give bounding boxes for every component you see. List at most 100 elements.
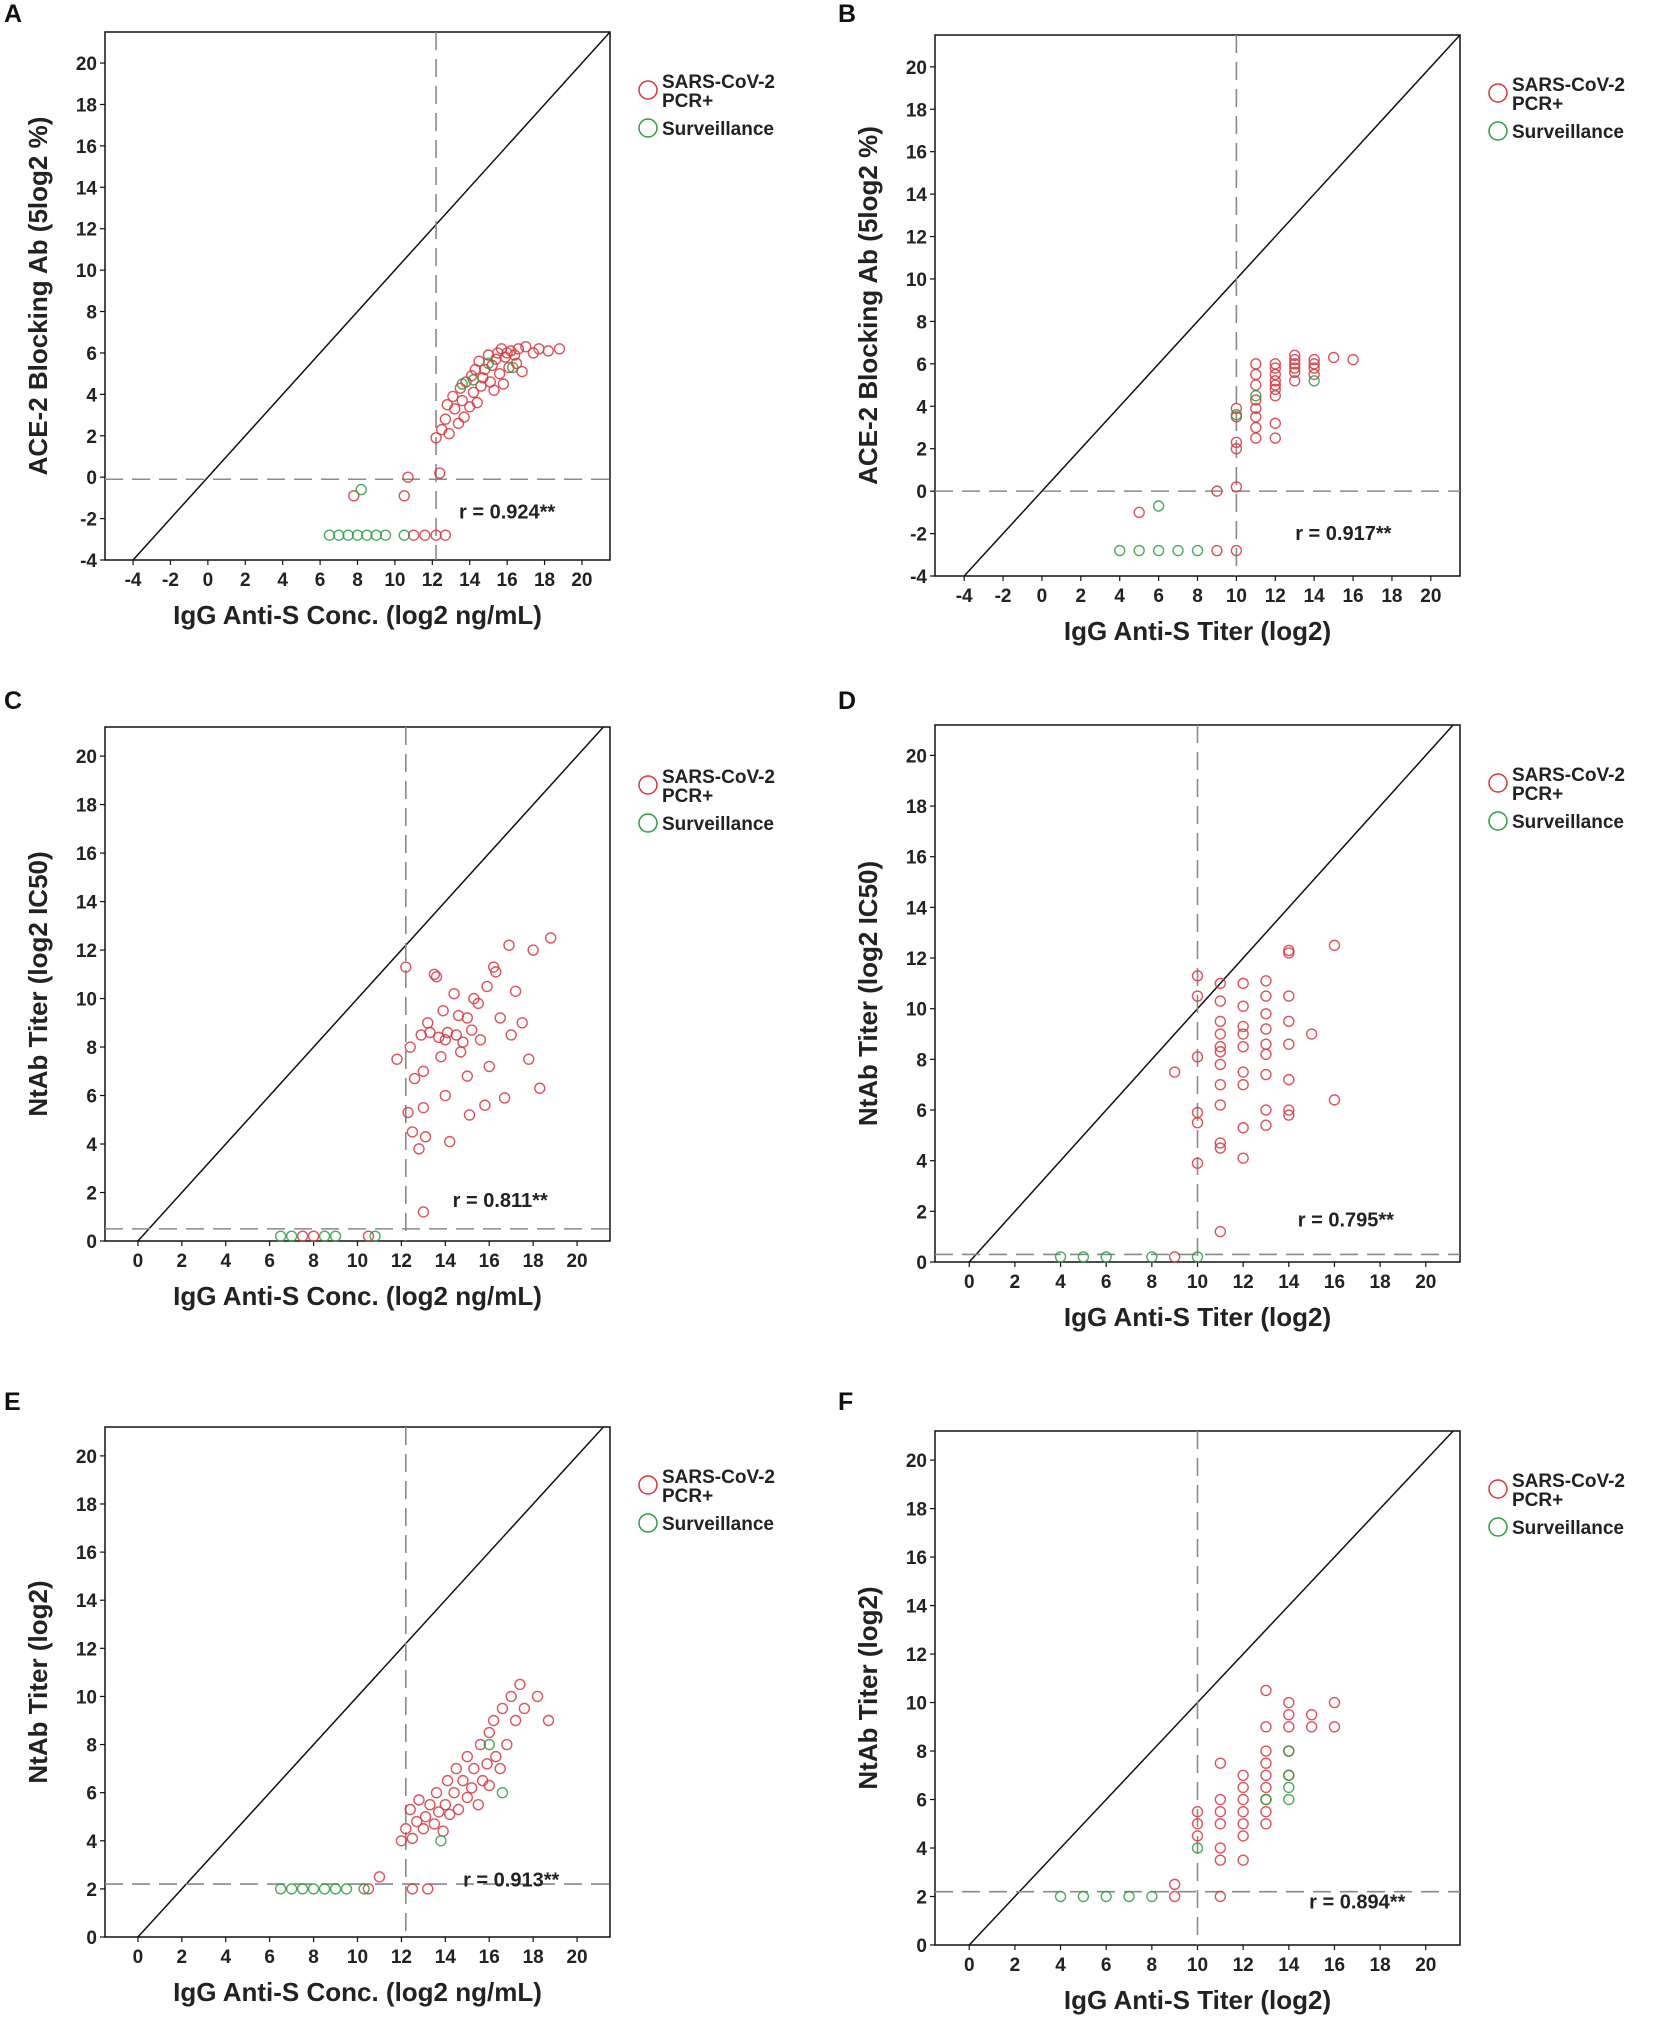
y-tick-label: 14 [906, 1597, 928, 1618]
y-tick-label: 16 [906, 848, 927, 869]
data-point [1237, 1078, 1249, 1091]
panel-letter: F [838, 1388, 853, 1416]
identity-line [132, 31, 611, 561]
series-pcr-positive [1168, 1684, 1341, 1903]
x-tick-label: 4 [220, 1947, 231, 1968]
data-point [422, 1017, 434, 1029]
data-point [454, 1046, 467, 1058]
data-point [494, 1762, 506, 1775]
data-point [1214, 1142, 1227, 1154]
data-point [542, 1714, 555, 1727]
data-point [1328, 1094, 1341, 1106]
y-tick-label: 14 [76, 1591, 98, 1612]
data-point [448, 987, 460, 1000]
data-point [1146, 1890, 1158, 1903]
x-tick-label: 4 [1114, 586, 1125, 607]
legend-pcr-label-line2: PCR+ [662, 91, 713, 112]
legend-pcr-label-line1: SARS-CoV-2 [662, 1467, 775, 1488]
data-point [362, 1230, 375, 1242]
data-point [417, 1065, 430, 1077]
data-point [483, 1738, 495, 1751]
x-tick-label: 2 [1076, 586, 1087, 607]
y-tick-label: 2 [916, 1888, 927, 1909]
x-tick-label: 12 [1233, 1272, 1254, 1293]
y-tick-label: 20 [906, 1451, 927, 1472]
data-point [419, 1131, 432, 1143]
data-point [452, 417, 465, 430]
data-point [483, 1060, 495, 1073]
data-point [1211, 544, 1223, 557]
legend-surveillance-label: Surveillance [662, 1514, 774, 1535]
data-point [553, 343, 566, 355]
data-point [1191, 1251, 1204, 1263]
data-point [1260, 1818, 1272, 1830]
y-tick-label: 12 [906, 1645, 927, 1666]
data-point [509, 985, 522, 997]
y-tick-label: 18 [76, 796, 97, 817]
legend-pcr-marker [638, 775, 658, 795]
data-point [1283, 1708, 1295, 1721]
data-point [1260, 1119, 1272, 1131]
data-point [1305, 1721, 1318, 1733]
x-tick-label: 6 [315, 570, 326, 591]
data-point [465, 1024, 478, 1036]
data-point [1054, 1251, 1067, 1263]
data-point [1191, 1106, 1204, 1119]
data-point [1289, 353, 1301, 366]
data-point [441, 1774, 454, 1787]
y-tick-label: 10 [76, 1687, 97, 1708]
data-point [400, 1823, 412, 1835]
data-point [433, 1031, 445, 1044]
data-point [1250, 421, 1262, 434]
y-tick-label: 10 [76, 990, 97, 1011]
x-tick-label: 6 [264, 1251, 275, 1272]
x-tick-label: 20 [1415, 1272, 1436, 1293]
x-tick-label: 8 [1192, 586, 1203, 607]
y-tick-label: 16 [76, 844, 97, 865]
data-point [1289, 375, 1301, 387]
x-tick-label: 14 [1278, 1272, 1300, 1293]
legend-pcr-label-line2: PCR+ [662, 786, 713, 807]
data-point [1260, 1781, 1272, 1794]
data-point [402, 471, 414, 483]
data-point [461, 1070, 473, 1082]
data-point [474, 1738, 487, 1751]
data-point [1283, 1015, 1295, 1028]
x-tick-label: 18 [1370, 1955, 1391, 1976]
x-tick-label: 6 [1153, 586, 1164, 607]
y-tick-label: 8 [916, 1742, 927, 1763]
data-point [1237, 1805, 1249, 1818]
data-point [1283, 1745, 1295, 1757]
data-point [318, 1883, 331, 1895]
y-tick-label: 16 [906, 143, 927, 164]
y-tick-label: 4 [916, 397, 927, 418]
data-point [404, 1803, 416, 1816]
y-tick-label: 16 [76, 1543, 97, 1564]
data-point [448, 1786, 460, 1799]
panel-letter: D [838, 687, 856, 715]
x-tick-label: 6 [264, 1947, 275, 1968]
correlation-label: r = 0.913** [463, 1869, 559, 1891]
y-tick-label: 16 [76, 137, 97, 158]
data-point [1214, 1805, 1227, 1818]
data-point [472, 997, 484, 1010]
x-tick-label: 12 [391, 1947, 412, 1968]
panel-d: D 0 2 4 6 8 10 12 14 16 18 20 0 2 4 6 8 10 12 14 16 18 20 IgG A… [838, 687, 1625, 1332]
x-tick-label: 14 [435, 1947, 457, 1968]
data-point [417, 1101, 430, 1114]
x-tick-label: 0 [133, 1251, 144, 1272]
data-point [419, 529, 431, 541]
data-point [1260, 1068, 1272, 1081]
series-surveillance [1054, 1745, 1295, 1903]
data-point [1152, 500, 1165, 512]
x-tick-label: 10 [1226, 586, 1247, 607]
data-point [1230, 544, 1243, 557]
legend-surveillance-marker [638, 1513, 658, 1533]
data-point [457, 1774, 469, 1787]
y-tick-label: 20 [906, 746, 927, 767]
x-tick-label: -2 [995, 586, 1012, 607]
y-tick-label: 2 [86, 1184, 97, 1205]
data-point [1054, 1890, 1067, 1903]
